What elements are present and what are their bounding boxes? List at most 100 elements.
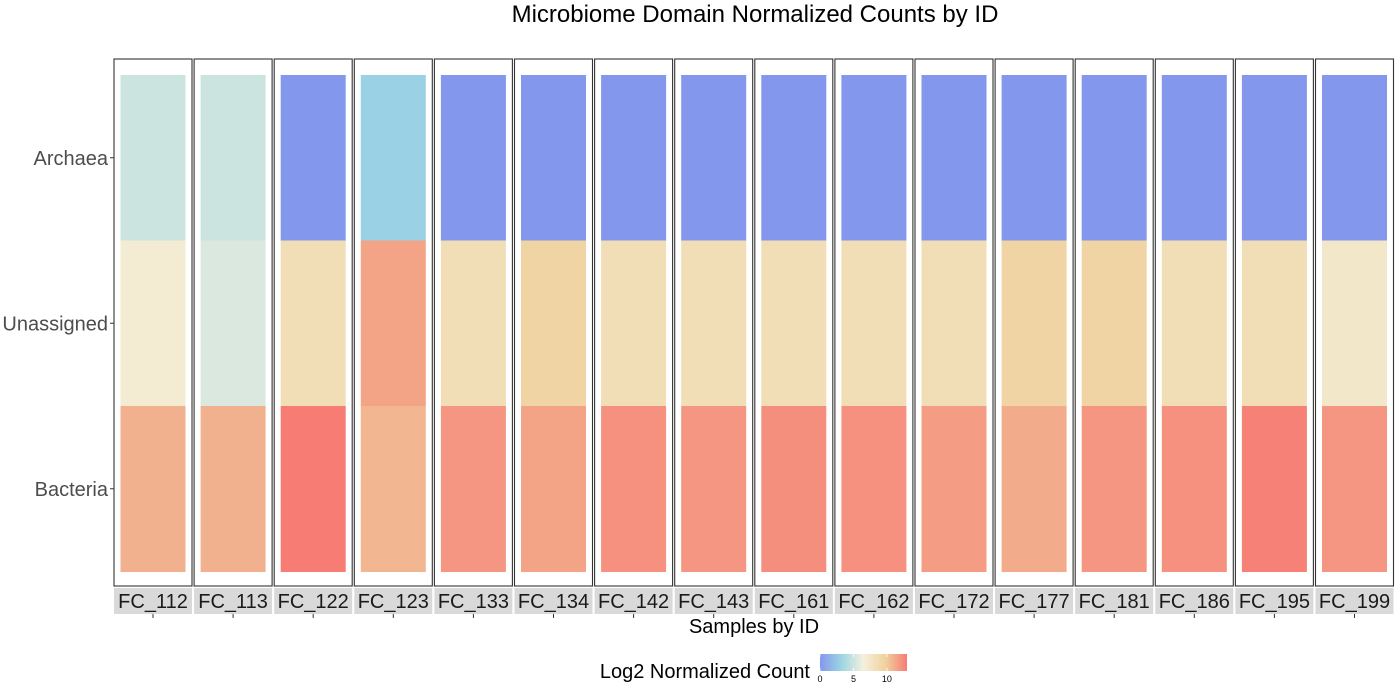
heatmap-cell	[440, 240, 506, 407]
heatmap-cell	[1322, 240, 1387, 407]
legend-colorbar	[820, 654, 907, 671]
legend-title: Log2 Normalized Count	[600, 661, 811, 683]
sample-label: FC_122	[278, 591, 349, 613]
heatmap-cell	[921, 406, 987, 572]
legend-tick-label: 5	[851, 674, 856, 684]
facet-strip	[834, 588, 913, 614]
sample-label: FC_177	[999, 591, 1070, 613]
sample-label: FC_113	[198, 591, 268, 613]
facet-panels: FC_112 FC_113 FC_122 FC_123 FC_133 FC_134 FC_1…	[113, 58, 1395, 618]
heatmap-cell	[761, 75, 827, 241]
facet-panel: FC_199	[1314, 58, 1395, 618]
facet-strip	[1315, 588, 1394, 614]
facet-strip	[354, 588, 433, 614]
facet-panel: FC_123	[353, 58, 433, 618]
heatmap-cell	[1001, 406, 1067, 572]
facet-panel: FC_134	[513, 58, 594, 618]
color-legend: Log2 Normalized Count 0 5 10	[600, 654, 907, 684]
heatmap-cell	[521, 75, 586, 241]
heatmap-cell	[360, 240, 426, 407]
heatmap-cell	[681, 240, 747, 407]
heatmap-cell	[601, 406, 667, 572]
heatmap-cell	[761, 240, 827, 407]
facet-panel: FC_122	[273, 58, 353, 618]
heatmap-cell	[1322, 406, 1387, 572]
heatmap-cell	[1001, 240, 1067, 407]
heatmap-cell	[200, 406, 266, 572]
heatmap-cell	[1241, 406, 1307, 572]
heatmap-cell	[1241, 75, 1307, 241]
sample-label: FC_134	[518, 591, 589, 613]
x-axis-title: Samples by ID	[689, 616, 819, 638]
heatmap-cell	[1001, 75, 1067, 241]
row-label: Bacteria	[35, 479, 109, 501]
facet-panel: FC_162	[834, 58, 914, 618]
heatmap-cell	[1161, 75, 1227, 241]
heatmap-cell	[921, 240, 987, 407]
heatmap-cell	[120, 240, 186, 407]
row-label: Archaea	[34, 148, 109, 170]
heatmap-cell	[681, 406, 747, 572]
heatmap-cell	[1081, 406, 1147, 572]
heatmap-cell	[681, 75, 747, 241]
heatmap-cell	[280, 406, 346, 572]
facet-panel: FC_186	[1154, 58, 1234, 618]
facet-strip	[674, 588, 753, 614]
facet-panel: FC_161	[754, 58, 834, 618]
heatmap-cell	[1241, 240, 1307, 407]
heatmap-cell	[521, 406, 586, 572]
heatmap-cell	[280, 240, 346, 407]
sample-label: FC_123	[358, 591, 429, 613]
heatmap-cell	[1322, 75, 1387, 241]
legend-tick-label: 0	[817, 674, 822, 684]
heatmap-cell	[601, 240, 667, 407]
heatmap-cell	[841, 75, 907, 241]
heatmap-cell	[841, 240, 907, 407]
heatmap-cell	[1081, 240, 1147, 407]
facet-panel: FC_113	[193, 58, 273, 618]
facet-strip	[1235, 588, 1314, 614]
sample-label: FC_199	[1319, 591, 1390, 613]
sample-label: FC_172	[918, 591, 989, 613]
sample-label: FC_161	[758, 591, 829, 613]
heatmap-cell	[1161, 406, 1227, 572]
facet-panel: FC_195	[1234, 58, 1314, 618]
facet-panel: FC_181	[1074, 58, 1154, 618]
facet-strip	[1155, 588, 1234, 614]
facet-panel: FC_172	[914, 58, 994, 618]
sample-label: FC_143	[678, 591, 749, 613]
y-axis-labels: Archaea Unassigned Bacteria	[2, 148, 114, 501]
sample-label: FC_181	[1079, 591, 1150, 613]
sample-label: FC_162	[838, 591, 909, 613]
heatmap-cell	[761, 406, 827, 572]
heatmap-cell	[360, 406, 426, 572]
heatmap-cell	[921, 75, 987, 241]
facet-panel: FC_112	[113, 58, 193, 618]
heatmap-cell	[440, 406, 506, 572]
facet-strip	[1075, 588, 1154, 614]
facet-strip	[754, 588, 833, 614]
facet-strip	[915, 588, 993, 614]
facet-panel: FC_143	[674, 58, 754, 618]
sample-label: FC_142	[598, 591, 669, 613]
heatmap-cell	[280, 75, 346, 241]
facet-panel: FC_177	[994, 58, 1074, 618]
facet-strip	[274, 588, 353, 614]
heatmap-cell	[521, 240, 586, 407]
legend-tick-label: 10	[882, 674, 892, 684]
heatmap-cell	[1161, 240, 1227, 407]
facet-strip	[514, 588, 593, 614]
sample-label: FC_133	[438, 591, 509, 613]
facet-panel: FC_133	[433, 58, 513, 618]
row-label: Unassigned	[2, 313, 108, 335]
facet-strip	[594, 588, 673, 614]
heatmap-cell	[841, 406, 907, 572]
facet-strip	[434, 588, 513, 614]
facet-panel: FC_142	[594, 58, 674, 618]
facet-strip	[995, 588, 1074, 614]
sample-label: FC_112	[118, 591, 188, 613]
heatmap-cell	[120, 75, 186, 241]
heatmap-cell	[120, 406, 186, 572]
heatmap-cell	[601, 75, 667, 241]
